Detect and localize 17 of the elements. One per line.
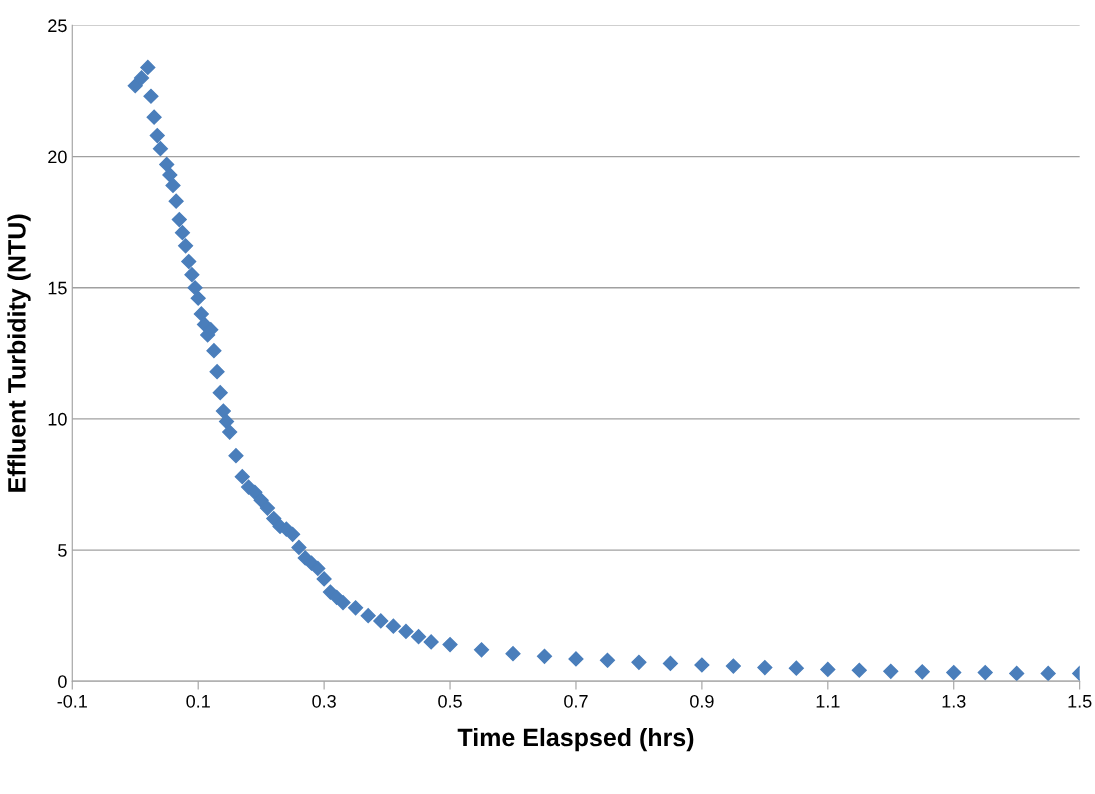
x-axis-title: Time Elaspsed (hrs)	[457, 727, 694, 752]
x-tick-label: 1.3	[942, 694, 966, 708]
x-tick-label: 1.5	[1068, 695, 1092, 708]
x-tick-label: 0.5	[438, 694, 462, 708]
x-tick-label: 1.1	[816, 695, 840, 708]
y-tick-label: 15	[48, 281, 67, 295]
x-tick-label: 0.3	[312, 694, 336, 708]
y-tick-label: 10	[48, 412, 67, 426]
x-tick-label: 0.1	[186, 694, 210, 708]
x-tick-label: -0.1	[57, 694, 87, 708]
y-axis-title: Effluent Turbidity (NTU)	[7, 214, 31, 492]
y-tick-label: 25	[48, 19, 67, 33]
y-tick-label: 5	[58, 544, 67, 557]
y-tick-label: 20	[48, 150, 67, 164]
x-tick-label: 0.7	[564, 694, 588, 708]
y-tick-label: 0	[58, 675, 67, 688]
x-tick-label: 0.9	[690, 694, 714, 708]
